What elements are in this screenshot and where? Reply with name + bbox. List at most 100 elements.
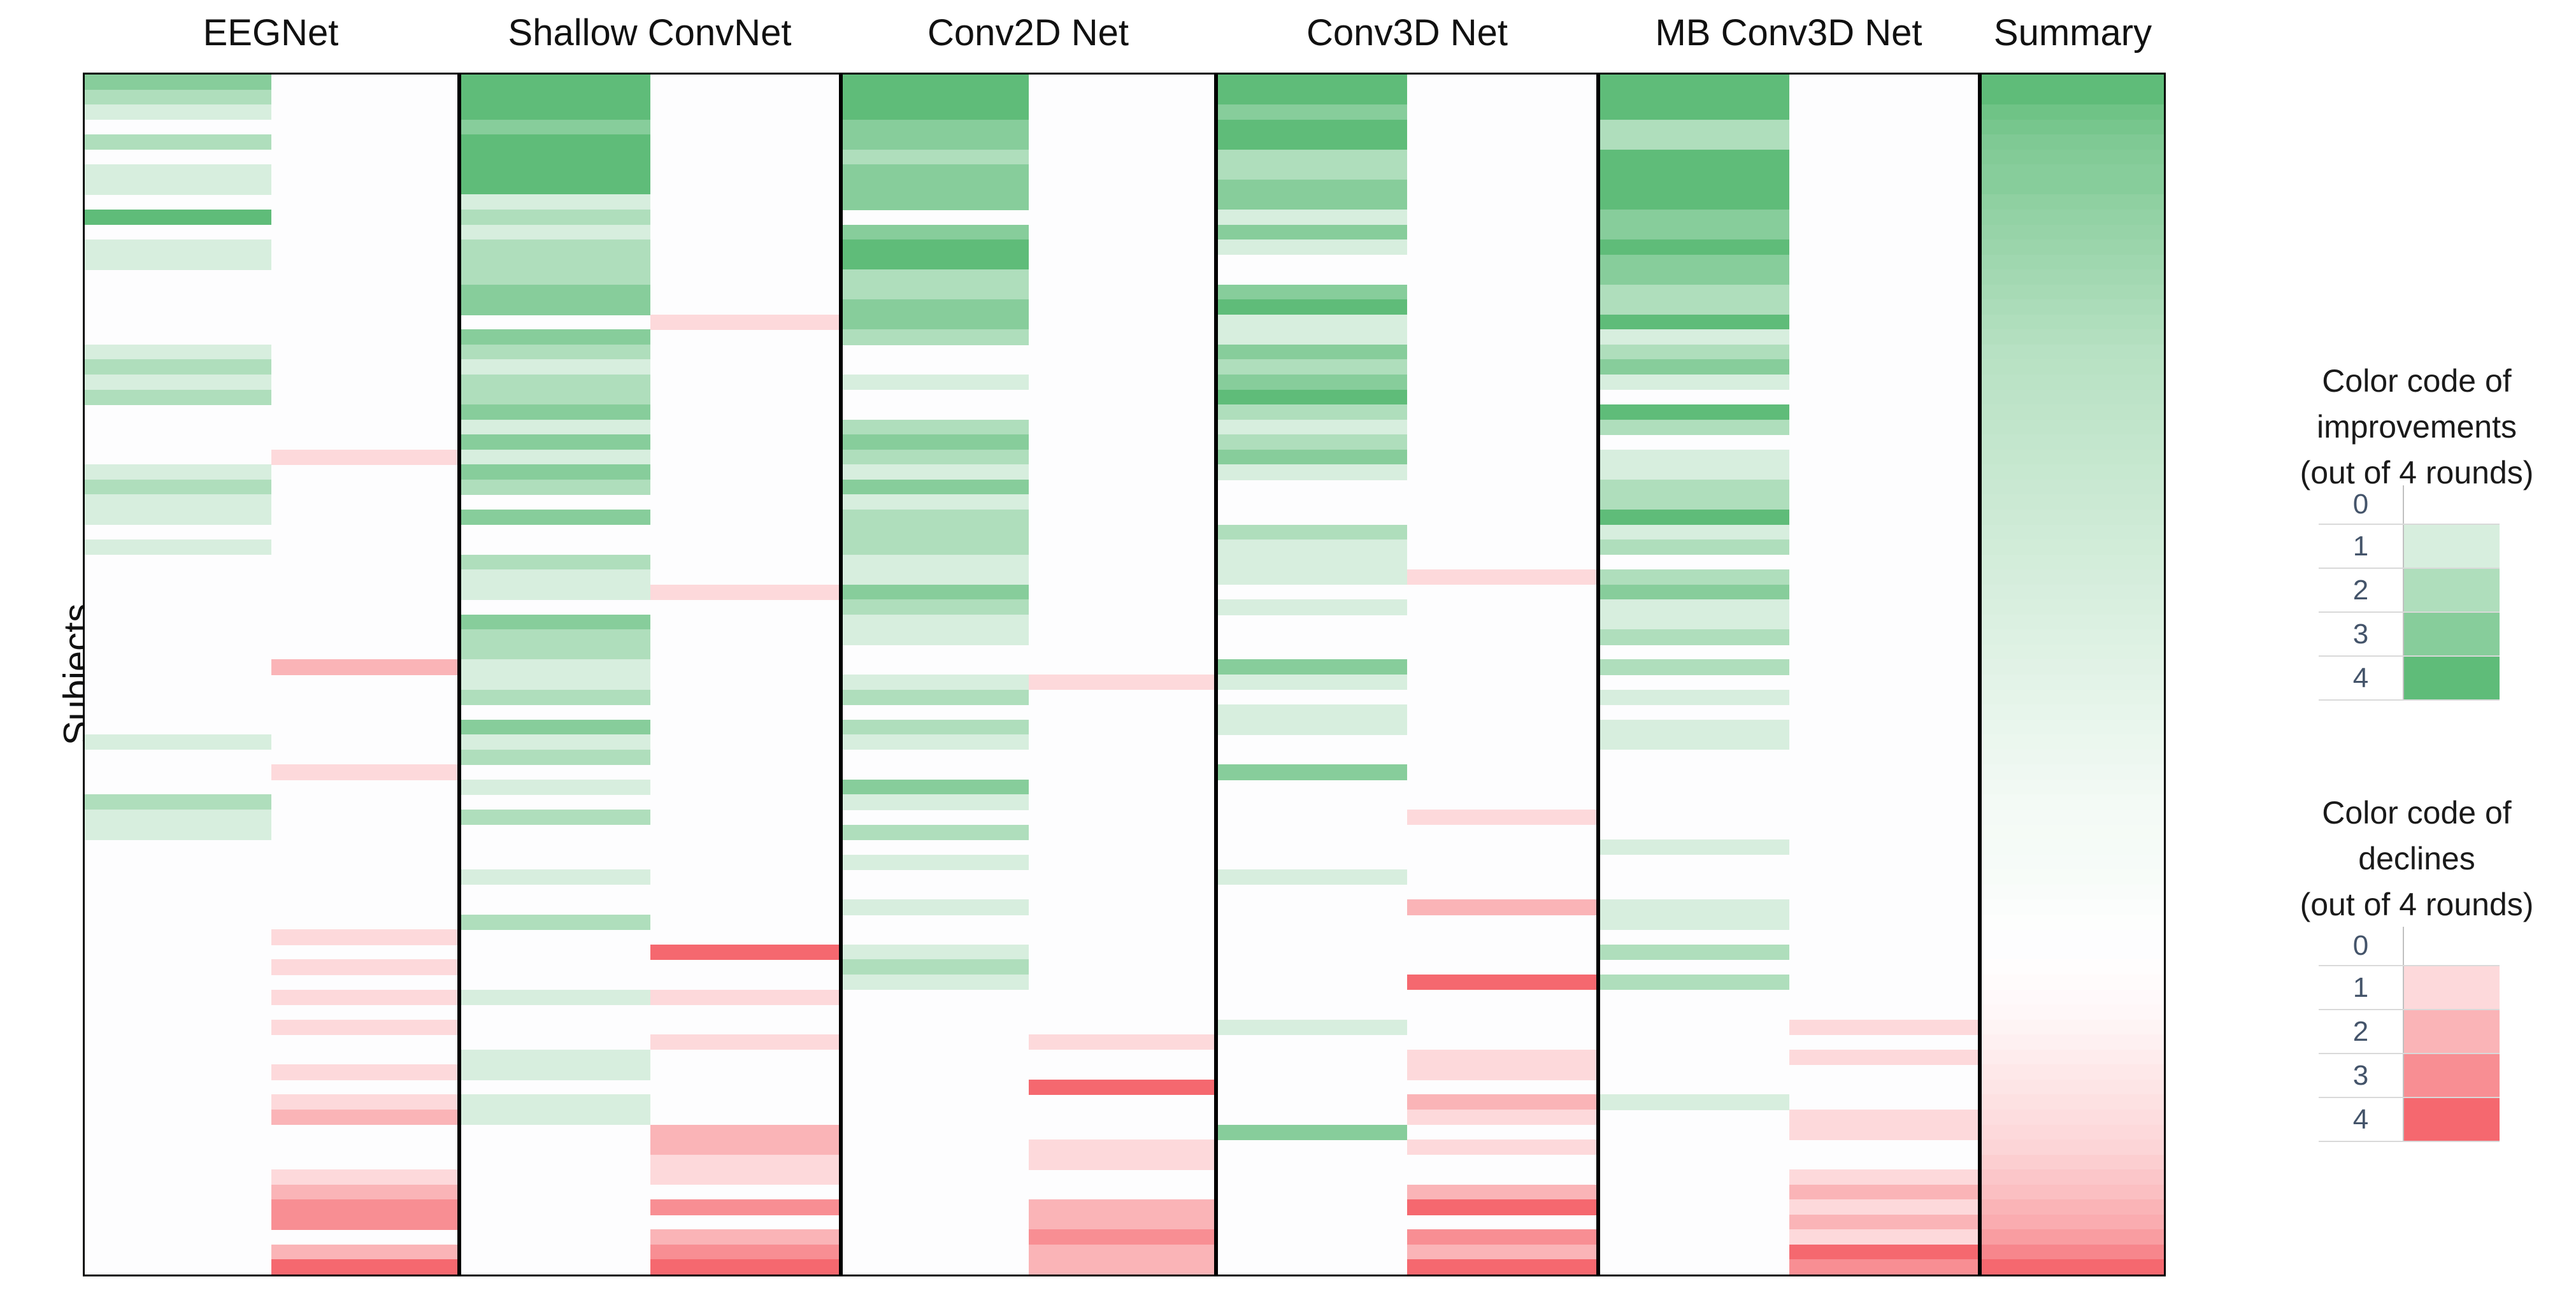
subject-stripe: [1218, 314, 1407, 331]
subject-stripe: [1600, 134, 1789, 150]
subject-stripe: [843, 284, 1029, 300]
subject-stripe: [1982, 269, 2164, 285]
subject-stripe: [1600, 329, 1789, 345]
subject-stripe: [461, 749, 650, 765]
subject-stripe: [1600, 629, 1789, 645]
subject-stripe: [1982, 509, 2164, 525]
legend-row: 0: [2319, 927, 2500, 966]
subject-stripe: [1982, 675, 2164, 690]
subject-stripe: [1600, 839, 1789, 855]
subject-stripe: [1982, 614, 2164, 631]
subject-stripe: [1218, 375, 1407, 390]
subject-stripe: [461, 644, 650, 661]
subject-stripe: [85, 824, 271, 840]
subject-stripe: [85, 179, 271, 196]
subject-stripe: [85, 359, 271, 375]
subject-stripe: [1218, 389, 1407, 405]
subject-stripe: [1982, 1094, 2164, 1110]
subject-stripe: [843, 104, 1029, 120]
subject-stripe: [1982, 1019, 2164, 1035]
subject-stripe: [1982, 164, 2164, 180]
subject-stripe: [1218, 224, 1407, 240]
subject-stripe: [843, 509, 1029, 525]
subject-stripe: [461, 149, 650, 165]
subject-stripe: [1600, 599, 1789, 615]
subject-stripe: [1600, 899, 1789, 915]
subject-stripe: [1982, 809, 2164, 825]
improvements-legend-scale: 0 1 2 3 4: [2319, 485, 2500, 701]
improvement-swatch-1: [2403, 525, 2500, 568]
column-title-mb-conv3d-net: MB Conv3D Net: [1655, 12, 1922, 54]
subject-stripe: [1218, 404, 1407, 420]
subject-stripe: [1600, 254, 1789, 270]
subject-stripe: [1600, 479, 1789, 496]
subject-stripe: [1218, 359, 1407, 375]
subject-stripe: [461, 675, 650, 690]
subject-stripe: [1982, 314, 2164, 331]
subject-stripe: [1218, 75, 1407, 90]
subject-stripe: [1218, 764, 1407, 780]
legend-tick-label: 2: [2352, 1015, 2369, 1047]
subject-stripe: [843, 779, 1029, 796]
subject-stripe: [1982, 134, 2164, 150]
subject-stripe: [461, 404, 650, 420]
subject-stripe: [1028, 1244, 1214, 1261]
subject-stripe: [1218, 719, 1407, 735]
subject-stripe: [271, 989, 457, 1005]
subject-stripe: [461, 254, 650, 270]
subject-stripe: [843, 614, 1029, 631]
subject-stripe: [843, 959, 1029, 975]
subject-stripe: [271, 1094, 457, 1110]
subject-stripe: [650, 1259, 839, 1275]
subject-stripe: [1982, 644, 2164, 661]
panel-conv3d-net: [1216, 73, 1598, 1276]
panel-conv2d-net: [841, 73, 1216, 1276]
subject-stripe: [1600, 239, 1789, 255]
subject-stripe: [85, 134, 271, 150]
subject-stripe: [843, 719, 1029, 735]
subject-stripe: [1600, 75, 1789, 90]
legend-tick-label: 0: [2352, 489, 2369, 520]
legend-tick-label: 3: [2352, 618, 2369, 650]
subject-stripe: [1600, 509, 1789, 525]
subject-stripe: [650, 1154, 839, 1170]
subject-stripe: [650, 584, 839, 600]
subject-stripe: [1982, 119, 2164, 135]
subject-stripe: [843, 584, 1029, 600]
subject-stripe: [271, 1244, 457, 1261]
subject-stripe: [1982, 1064, 2164, 1080]
decline-swatch-2: [2403, 1010, 2500, 1053]
subject-stripe: [843, 494, 1029, 510]
subject-stripe: [461, 779, 650, 796]
subject-stripe: [843, 299, 1029, 315]
subject-stripe: [461, 179, 650, 196]
subject-stripe: [1600, 359, 1789, 375]
subject-stripe: [1600, 104, 1789, 120]
subject-stripe: [1982, 914, 2164, 931]
subject-stripe: [1982, 659, 2164, 675]
subject-stripe: [1218, 89, 1407, 105]
subject-stripe: [85, 509, 271, 525]
subject-stripe: [1600, 975, 1789, 990]
subject-stripe: [461, 194, 650, 210]
subject-stripe: [1982, 1079, 2164, 1096]
subject-stripe: [1600, 464, 1789, 480]
subject-stripe: [461, 119, 650, 135]
legend-row: 4: [2319, 657, 2500, 701]
legend-row: 3: [2319, 613, 2500, 657]
subject-stripe: [1982, 194, 2164, 210]
subject-stripe: [1789, 1049, 1978, 1065]
subject-stripe: [1600, 614, 1789, 631]
subject-stripe: [1982, 629, 2164, 645]
subject-stripe: [843, 254, 1029, 270]
subject-stripe: [271, 929, 457, 945]
legend-tick-label: 4: [2352, 662, 2369, 694]
subject-stripe: [461, 299, 650, 315]
subject-stripe: [843, 224, 1029, 240]
legend-tick-label: 3: [2352, 1059, 2369, 1091]
subject-stripe: [1982, 239, 2164, 255]
subject-stripe: [843, 599, 1029, 615]
subject-stripe: [1600, 719, 1789, 735]
subject-stripe: [1407, 1259, 1596, 1275]
subject-stripe: [1982, 884, 2164, 900]
